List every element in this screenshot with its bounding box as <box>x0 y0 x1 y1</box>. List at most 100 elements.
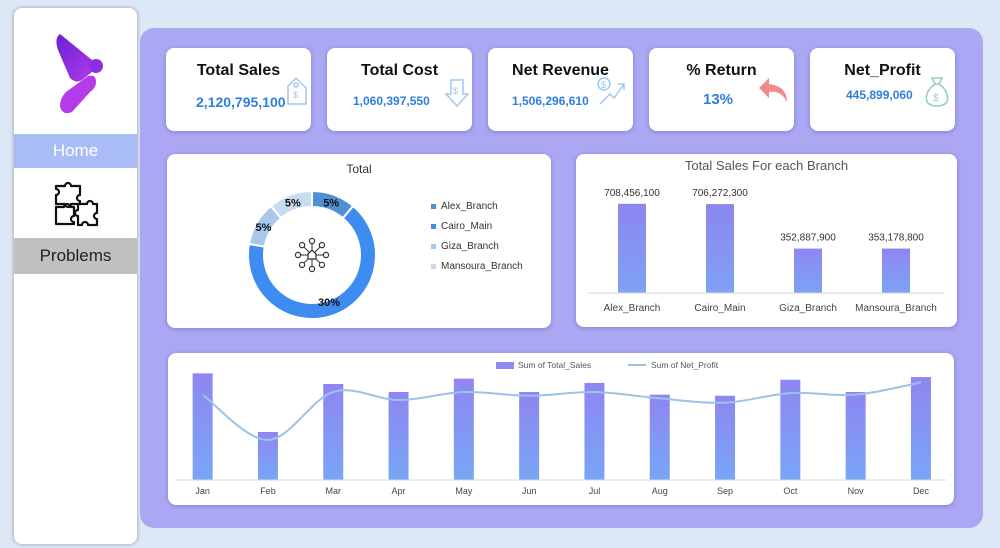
x-tick-label: Mar <box>326 486 342 496</box>
bar <box>649 394 670 480</box>
network-node <box>322 251 330 259</box>
money-bag-icon: $ <box>925 77 949 107</box>
bar <box>706 204 734 293</box>
legend-label: Cairo_Main <box>441 221 493 232</box>
svg-text:$: $ <box>933 93 939 104</box>
series-line-net-profit <box>202 381 922 442</box>
kpi-value: 13% <box>703 91 734 108</box>
kpi-value: 2,120,795,100 <box>196 94 286 110</box>
legend-label: Sum of Total_Sales <box>518 360 591 370</box>
donut-slice <box>247 204 377 320</box>
bar <box>192 373 213 480</box>
x-tick-label: Jan <box>195 486 210 496</box>
donut-chart-card: Total 5% 30% 5% 5% Alex_Branch Cairo_Main Giz… <box>167 154 551 328</box>
legend-label: Sum of Net_Profit <box>651 360 719 370</box>
bar <box>388 392 409 480</box>
kpi-value: 1,060,397,550 <box>353 94 430 108</box>
donut-data-label: 5% <box>256 222 272 234</box>
sidebar-item-problems[interactable]: Problems <box>14 238 137 274</box>
bar <box>519 392 540 480</box>
x-tick-label: Jul <box>589 486 601 496</box>
bar-data-label: 706,272,300 <box>692 188 748 199</box>
bar <box>780 379 801 480</box>
x-tick-label: Aug <box>652 486 668 496</box>
legend-swatch <box>431 224 436 229</box>
bar-data-label: 353,178,800 <box>868 233 924 244</box>
network-node <box>294 251 302 259</box>
kpi-card-total-sales: Total Sales 2,120,795,100 $ <box>166 48 311 131</box>
legend-item: Cairo_Main <box>431 221 492 232</box>
bar <box>453 378 474 480</box>
bar <box>618 203 646 293</box>
sidebar-item-label: Home <box>52 141 99 160</box>
bar <box>910 377 931 480</box>
svg-text:$: $ <box>453 86 458 96</box>
legend-swatch-sales <box>496 362 514 369</box>
kpi-title: Net_Profit <box>844 62 921 79</box>
bar <box>794 248 822 293</box>
network-node <box>318 261 326 269</box>
x-tick-label: Jun <box>522 486 537 496</box>
kpi-title: % Return <box>686 62 757 79</box>
puzzle-icon[interactable] <box>52 180 100 228</box>
chart-title: Total <box>346 162 372 176</box>
network-node <box>298 261 306 269</box>
return-arrow-icon <box>759 78 787 102</box>
donut-slice <box>269 189 313 220</box>
sidebar-item-label: Problems <box>39 246 112 265</box>
x-tick-label: Oct <box>783 486 798 496</box>
legend-item: Mansoura_Branch <box>431 261 523 272</box>
bar-data-label: 708,456,100 <box>604 188 660 199</box>
bar <box>882 248 910 293</box>
kpi-card-return: % Return 13% <box>649 48 794 131</box>
network-node <box>318 241 326 249</box>
kpi-card-net-profit: Net_Profit 445,899,060 $ <box>810 48 955 131</box>
x-tick-label: May <box>455 486 473 496</box>
kpi-title: Net Revenue <box>512 62 609 79</box>
x-tick-label: Mansoura_Branch <box>855 303 937 314</box>
bar <box>715 395 736 480</box>
branch-sales-chart-card: Total Sales For each Branch 708,456,100 A… <box>576 154 957 327</box>
bar <box>845 392 866 480</box>
bar-data-label: 352,887,900 <box>780 233 836 244</box>
bar <box>584 382 605 480</box>
sidebar-item-home[interactable]: Home <box>14 134 137 168</box>
donut-data-label: 5% <box>285 197 301 209</box>
legend-label: Giza_Branch <box>441 241 499 252</box>
chart-title: Total Sales For each Branch <box>684 158 849 173</box>
legend-swatch <box>431 244 436 249</box>
kpi-title: Total Sales <box>196 62 281 79</box>
x-tick-label: Dec <box>913 486 930 496</box>
bar <box>257 432 278 480</box>
app-logo-icon <box>56 34 103 114</box>
donut-chart: 5% 30% 5% 5% <box>247 189 377 320</box>
cost-down-icon: $ <box>445 79 469 108</box>
legend-swatch <box>431 204 436 209</box>
legend-swatch <box>431 264 436 269</box>
kpi-title: Total Cost <box>360 62 439 79</box>
network-node <box>308 237 316 245</box>
x-tick-label: Giza_Branch <box>779 303 837 314</box>
x-tick-label: Alex_Branch <box>604 303 661 314</box>
monthly-chart-card: Sum of Total_Sales Sum of Net_Profit Jan Fe… <box>168 353 954 505</box>
kpi-value: 445,899,060 <box>846 88 913 102</box>
svg-text:$: $ <box>601 80 606 90</box>
x-tick-label: Cairo_Main <box>694 303 745 314</box>
sales-tag-icon: $ <box>287 76 307 105</box>
network-node <box>298 241 306 249</box>
revenue-growth-icon: $ <box>597 77 625 105</box>
legend-label: Mansoura_Branch <box>441 261 523 272</box>
branch-bar-chart: 708,456,100 Alex_Branch 706,272,300 Cairo_M… <box>588 188 944 314</box>
legend-label: Alex_Branch <box>441 201 498 212</box>
x-tick-label: Sep <box>717 486 733 496</box>
x-tick-label: Apr <box>392 486 406 496</box>
donut-data-label: 5% <box>323 197 339 209</box>
svg-text:$: $ <box>293 90 298 100</box>
monthly-combo-chart: Sum of Total_Sales Sum of Net_Profit Jan Fe… <box>176 360 946 496</box>
home-node <box>307 249 317 260</box>
legend-item: Alex_Branch <box>431 201 498 212</box>
bar <box>323 384 344 480</box>
network-node <box>308 265 316 273</box>
x-tick-label: Feb <box>260 486 276 496</box>
kpi-card-net-revenue: Net Revenue 1,506,296,610 $ <box>488 48 633 131</box>
